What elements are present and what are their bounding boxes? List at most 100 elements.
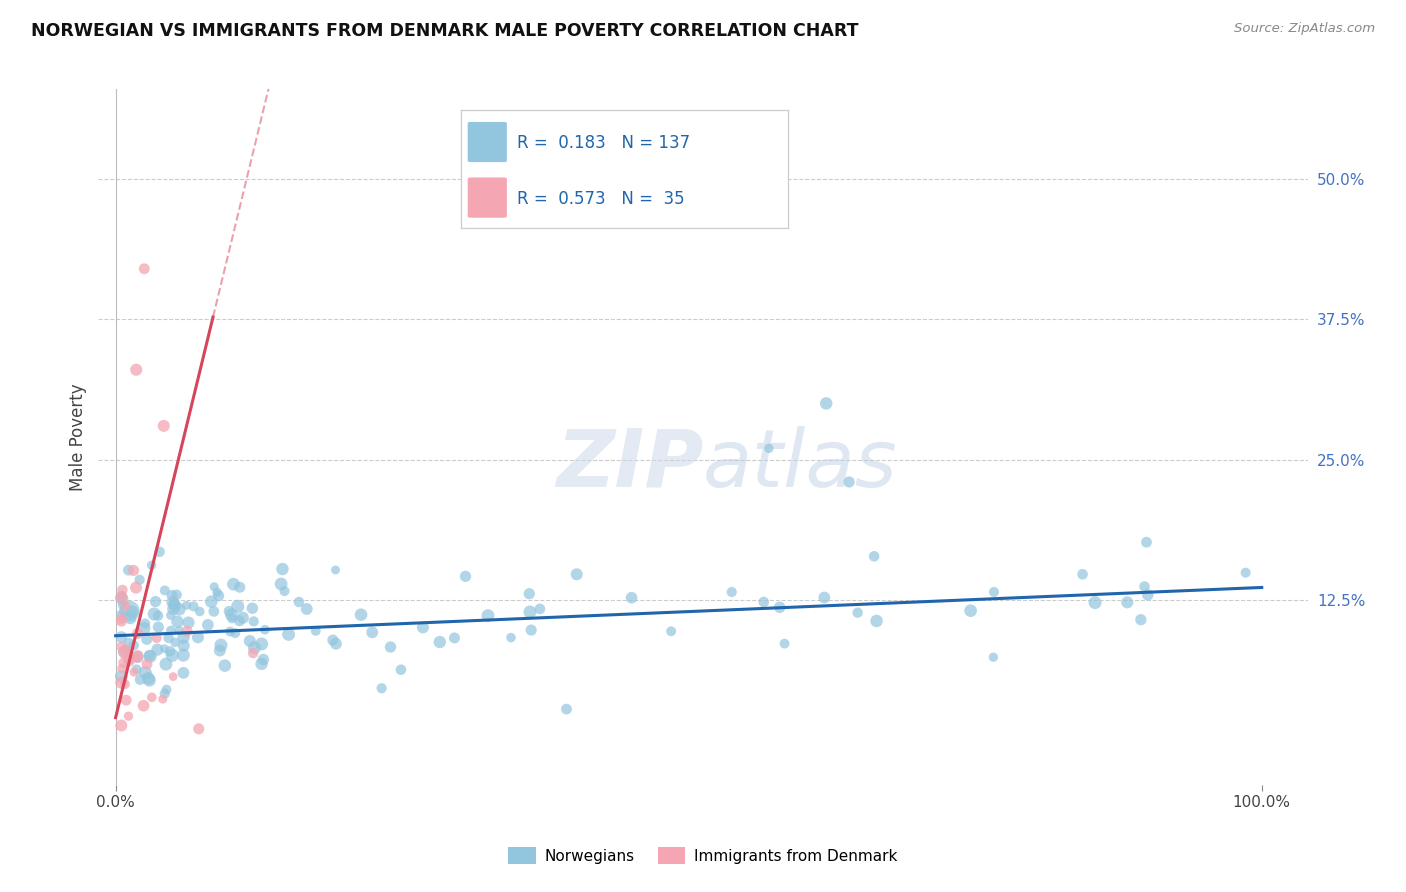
Point: [118, 636, 141, 650]
Point: [138, 648, 160, 663]
Point: [758, 442, 780, 456]
Point: [1129, 613, 1152, 627]
Point: [155, 682, 177, 697]
Point: [138, 671, 160, 685]
Text: Source: ZipAtlas.com: Source: ZipAtlas.com: [1234, 22, 1375, 36]
Point: [305, 624, 328, 638]
Point: [224, 626, 246, 640]
Point: [153, 641, 176, 656]
Y-axis label: Male Poverty: Male Poverty: [69, 384, 87, 491]
Point: [1133, 580, 1156, 594]
Point: [270, 577, 292, 591]
Point: [149, 545, 172, 559]
Point: [221, 611, 243, 625]
Point: [555, 702, 578, 716]
Point: [177, 615, 200, 630]
Point: [111, 661, 134, 675]
Point: [134, 621, 156, 635]
Point: [165, 635, 187, 649]
Point: [239, 634, 262, 648]
Point: [219, 624, 242, 639]
Point: [160, 624, 183, 638]
Point: [173, 639, 195, 653]
Point: [157, 631, 180, 645]
Point: [863, 549, 886, 564]
Point: [128, 573, 150, 587]
Point: [221, 607, 243, 622]
Point: [132, 698, 155, 713]
Point: [125, 662, 148, 676]
Point: [112, 656, 135, 670]
Point: [114, 599, 136, 613]
Point: [271, 562, 294, 576]
Point: [146, 608, 169, 623]
Point: [134, 665, 156, 680]
Point: [202, 604, 225, 618]
Point: [122, 564, 145, 578]
Point: [250, 637, 273, 651]
Point: [162, 669, 184, 683]
Point: [252, 652, 274, 666]
Point: [205, 585, 228, 599]
Point: [166, 588, 188, 602]
Point: [169, 602, 191, 616]
Point: [959, 604, 981, 618]
Point: [769, 600, 792, 615]
Point: [134, 261, 156, 276]
Point: [160, 588, 183, 602]
Point: [163, 599, 186, 613]
Point: [454, 569, 477, 583]
Point: [110, 608, 132, 623]
Point: [361, 625, 384, 640]
Point: [565, 567, 588, 582]
Point: [183, 599, 205, 614]
Point: [813, 591, 835, 605]
Point: [152, 418, 174, 433]
Point: [172, 665, 194, 680]
Point: [117, 653, 139, 667]
Point: [110, 612, 132, 626]
Point: [222, 577, 245, 591]
Point: [443, 631, 465, 645]
Point: [720, 585, 742, 599]
Point: [1234, 566, 1257, 580]
Point: [218, 604, 240, 618]
Point: [145, 631, 167, 645]
Point: [325, 563, 347, 577]
Point: [111, 598, 134, 612]
Point: [117, 563, 139, 577]
Point: [208, 589, 231, 603]
Point: [110, 589, 132, 603]
Point: [815, 396, 838, 410]
Point: [118, 653, 141, 667]
Point: [370, 681, 392, 696]
Point: [529, 602, 551, 616]
Point: [138, 673, 160, 688]
Point: [118, 604, 141, 618]
Point: [162, 595, 184, 609]
Point: [350, 607, 373, 622]
Point: [136, 657, 159, 672]
Point: [167, 624, 190, 638]
Point: [1136, 588, 1159, 602]
Point: [214, 658, 236, 673]
Point: [114, 645, 136, 659]
Point: [121, 605, 143, 619]
Legend: Norwegians, Immigrants from Denmark: Norwegians, Immigrants from Denmark: [502, 841, 904, 871]
Point: [209, 638, 232, 652]
Point: [110, 718, 132, 732]
Point: [288, 595, 311, 609]
Point: [146, 642, 169, 657]
Point: [125, 581, 148, 595]
Point: [232, 611, 254, 625]
Point: [838, 475, 860, 489]
Point: [187, 630, 209, 644]
Point: [1071, 567, 1094, 582]
Point: [127, 649, 149, 664]
Point: [242, 615, 264, 629]
Text: atlas: atlas: [703, 425, 898, 504]
Point: [412, 620, 434, 634]
Point: [110, 640, 132, 654]
Point: [202, 580, 225, 594]
Point: [110, 590, 132, 604]
